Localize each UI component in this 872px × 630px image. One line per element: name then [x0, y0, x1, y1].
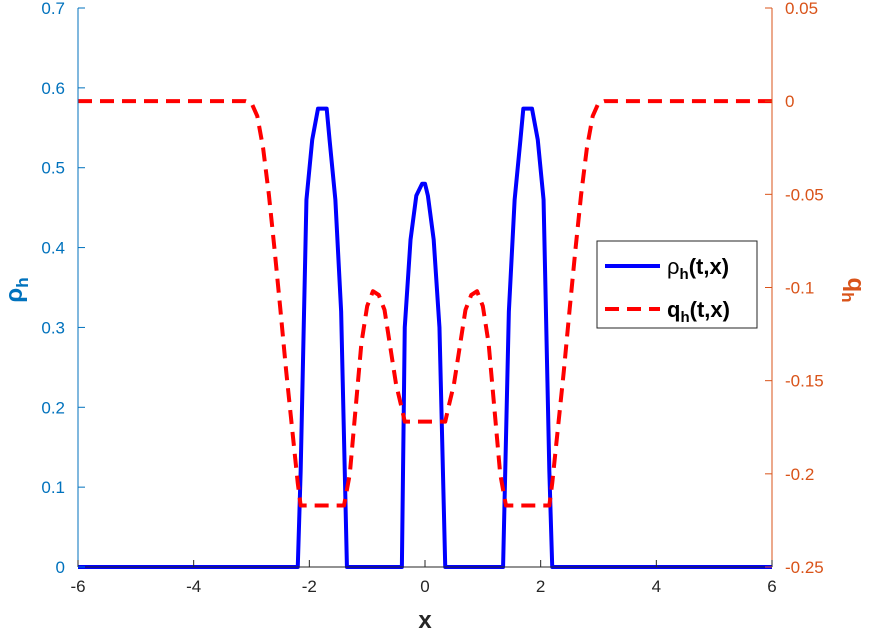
- x-tick-label: 6: [767, 577, 776, 596]
- x-tick-label: 2: [536, 577, 545, 596]
- x-axis-label: x: [418, 607, 432, 630]
- right-y-tick-label: 0: [785, 92, 794, 111]
- series-layer: [78, 99, 772, 569]
- left-y-tick-label: 0.3: [41, 318, 65, 337]
- svg-text:ρh: ρh: [1, 277, 32, 302]
- legend: ρh(t,x) qh(t,x): [596, 240, 758, 329]
- left-axis-label-sub: h: [13, 277, 32, 287]
- x-tick-label: 0: [420, 577, 429, 596]
- left-axis-label: ρh: [1, 277, 32, 302]
- left-y-tick-label: 0.5: [41, 159, 65, 178]
- right-axis-label-sub: h: [838, 292, 857, 302]
- left-y-tick-label: 0.6: [41, 79, 65, 98]
- legend-label-rho: ρh(t,x): [667, 254, 729, 283]
- right-y-tick-label: -0.2: [785, 465, 814, 484]
- right-y-tick-label: -0.05: [785, 185, 824, 204]
- left-y-tick-label: 0.7: [41, 0, 65, 18]
- left-y-tick-label: 0.2: [41, 398, 65, 417]
- right-y-tick-label: -0.15: [785, 372, 824, 391]
- legend-box: [596, 240, 758, 329]
- x-tick-label: -6: [70, 577, 85, 596]
- x-tick-label: -2: [302, 577, 317, 596]
- svg-text:qh: qh: [838, 277, 869, 302]
- right-y-tick-label: 0.05: [785, 0, 818, 18]
- series-line-q: [78, 99, 772, 508]
- left-y-tick-label: 0: [56, 558, 65, 577]
- x-tick-label: -4: [186, 577, 201, 596]
- right-axis-label-main: q: [842, 277, 869, 292]
- right-axis-label: qh: [838, 277, 869, 302]
- right-y-tick-label: -0.1: [785, 279, 814, 298]
- right-y-tick-label: -0.25: [785, 558, 824, 577]
- left-axis-label-main: ρ: [1, 288, 28, 303]
- left-y-tick-label: 0.4: [41, 239, 65, 258]
- legend-label-q: qh(t,x): [667, 297, 730, 326]
- left-y-tick-label: 0.1: [41, 478, 65, 497]
- x-tick-label: 4: [652, 577, 661, 596]
- axes-layer: -6 -4 -2 0 2 4 6 0 0.1 0.2 0.3 0.4 0.5 0.6 0.7 -0.25 -0.…: [41, 0, 823, 596]
- series-line-rho: [78, 106, 772, 569]
